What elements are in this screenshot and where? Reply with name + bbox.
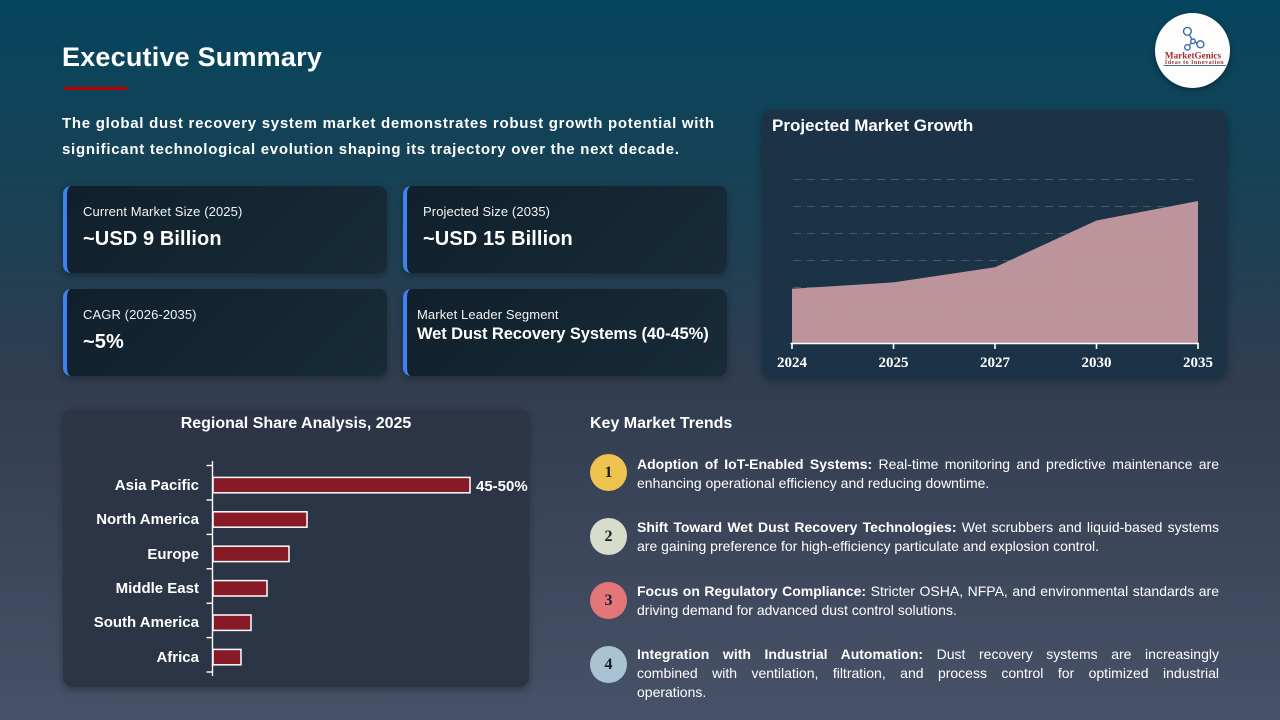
svg-text:2030: 2030 [1082,355,1112,371]
svg-text:2027: 2027 [980,355,1011,371]
svg-text:2025: 2025 [879,355,909,371]
svg-text:Ideas to Innovation: Ideas to Innovation [1165,60,1224,66]
svg-text:MarketGenics: MarketGenics [1165,51,1222,61]
svg-text:2024: 2024 [777,355,808,371]
svg-text:2035: 2035 [1183,355,1213,371]
